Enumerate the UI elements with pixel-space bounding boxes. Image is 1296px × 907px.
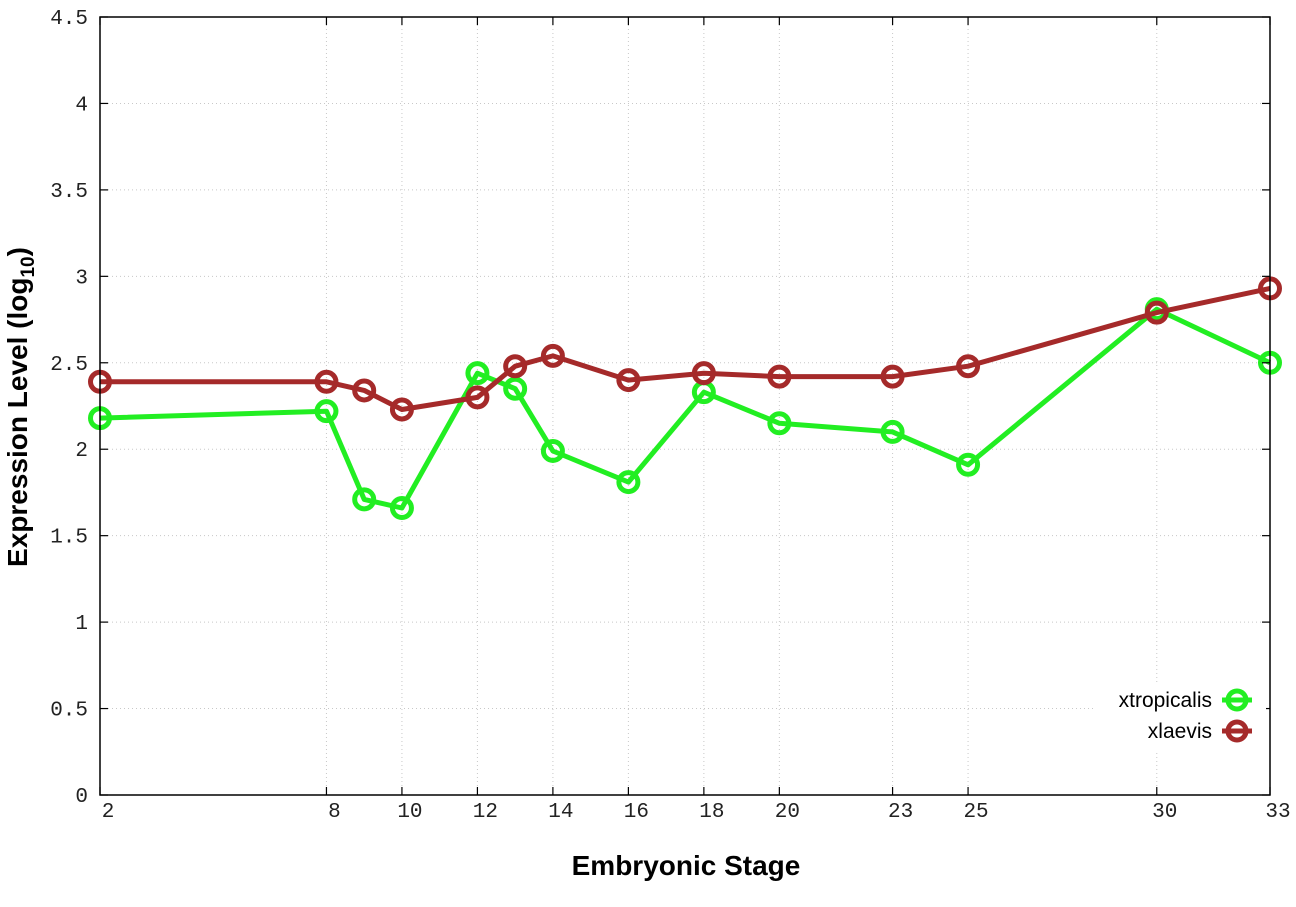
legend-label-xtropicalis: xtropicalis: [1119, 689, 1212, 712]
plot-frame: [99, 16, 1271, 796]
data-point-xtropicalis: [465, 361, 490, 386]
data-point-xtropicalis: [880, 419, 905, 444]
data-point-xtropicalis: [352, 487, 377, 512]
y-axis-title-subscript: 10: [18, 256, 39, 277]
data-point-xlaevis: [503, 354, 528, 379]
data-point-xlaevis: [616, 368, 641, 393]
y-axis-title: Expression Level (log10): [2, 247, 39, 567]
y-tick-label: 0.5: [50, 700, 88, 723]
data-point-xtropicalis: [616, 470, 641, 495]
data-point-xlaevis: [389, 397, 414, 422]
data-point-xtropicalis: [767, 411, 792, 436]
y-axis-title-close: ): [2, 247, 33, 256]
x-tick-label: 23: [888, 801, 913, 824]
ticks: 2 8 10 12 14 16 18 20 23 25 30 33 0 0.5 1 1.5 2 2.5 3 3.5 4 4…: [50, 8, 1290, 824]
data-point-xlaevis: [540, 343, 565, 368]
data-point-xtropicalis: [956, 452, 981, 477]
data-point-xlaevis: [352, 378, 377, 403]
y-tick-label: 3.5: [50, 181, 88, 204]
data-point-xlaevis: [314, 369, 339, 394]
data-point-xlaevis: [880, 364, 905, 389]
data-point-xtropicalis: [389, 496, 414, 521]
y-tick-label: 3: [75, 267, 88, 290]
y-tick-label: 1.5: [50, 527, 88, 550]
y-tick-label: 0: [75, 786, 88, 809]
legend: xtropicalis xlaevis: [1096, 682, 1266, 750]
x-tick-label: 2: [102, 801, 115, 824]
x-axis-title: Embryonic Stage: [572, 850, 801, 881]
x-tick-label: 25: [963, 801, 988, 824]
x-tick-label: 12: [473, 801, 498, 824]
data-point-xlaevis: [767, 364, 792, 389]
data-point-xtropicalis: [503, 376, 528, 401]
data-point-xlaevis: [465, 385, 490, 410]
x-tick-label: 10: [397, 801, 422, 824]
y-tick-label: 4: [75, 94, 88, 117]
series-xtropicalis: [88, 297, 1282, 521]
x-tick-label: 33: [1265, 801, 1290, 824]
y-tick-label: 2: [75, 440, 88, 463]
y-tick-label: 2.5: [50, 354, 88, 377]
x-tick-label: 18: [699, 801, 724, 824]
legend-marker-xtropicalis: [1225, 688, 1249, 712]
series-layer: [88, 276, 1282, 521]
y-axis-title-main: Expression Level (log: [2, 278, 33, 567]
legend-label-xlaevis: xlaevis: [1148, 720, 1212, 743]
y-tick-label: 1: [75, 613, 88, 636]
x-tick-label: 20: [775, 801, 800, 824]
data-point-xlaevis: [956, 354, 981, 379]
x-tick-label: 8: [328, 801, 341, 824]
data-point-xtropicalis: [314, 399, 339, 424]
data-point-xtropicalis: [540, 438, 565, 463]
x-tick-label: 30: [1152, 801, 1177, 824]
data-point-xlaevis: [1144, 300, 1169, 325]
x-tick-label: 16: [624, 801, 649, 824]
y-tick-label: 4.5: [50, 8, 88, 31]
grid: [100, 17, 1270, 795]
x-tick-label: 14: [548, 801, 573, 824]
series-line-xtropicalis: [99, 306, 1272, 511]
legend-marker-xlaevis: [1225, 719, 1249, 743]
data-point-xlaevis: [691, 361, 716, 386]
series-line-xlaevis: [100, 285, 1271, 412]
series-xlaevis: [88, 276, 1282, 422]
